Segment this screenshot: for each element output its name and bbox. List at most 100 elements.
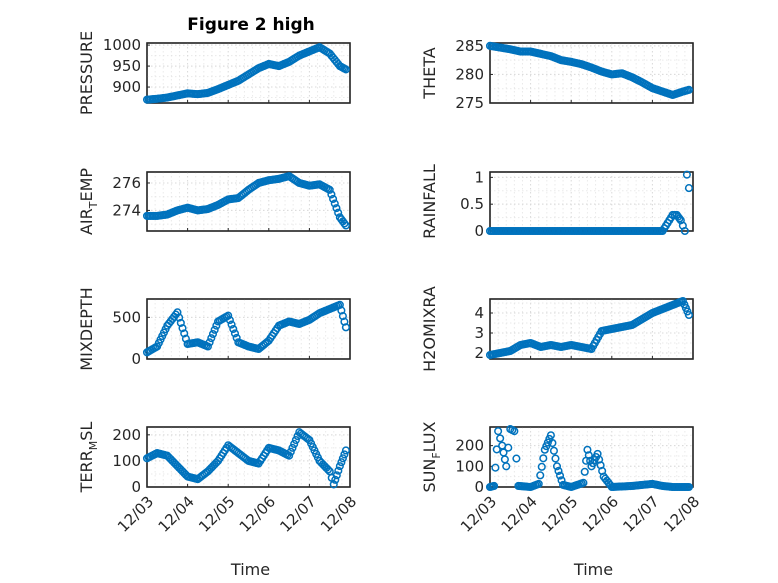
air_temp-y-label-main: AIR	[77, 208, 96, 235]
sun_flux-data-point	[580, 467, 589, 476]
terr_msl-x-tick-label: 12/03	[114, 493, 157, 536]
mixdepth-data-point	[341, 323, 350, 332]
sun_flux-x-tick-label: 12/04	[498, 493, 541, 536]
sun_flux-x-tick-label: 12/08	[660, 493, 703, 536]
sun_flux-x-tick-label: 12/05	[538, 493, 581, 536]
subplot-rainfall: 1 0.5 0 RAINFALL	[420, 164, 694, 240]
sun_flux-x-tick-label: 12/03	[457, 493, 500, 536]
h2omixra-y-axis-label: H2OMIXRA	[420, 286, 439, 372]
rainfall-data-point	[682, 170, 691, 179]
terr_msl-data-point	[290, 439, 299, 449]
air_temp-y-tick-label: 274	[112, 201, 141, 219]
h2omixra-data-point	[684, 310, 693, 320]
sun_flux-data-point	[552, 462, 562, 471]
pressure-y-axis-label: PRESSURE	[77, 31, 96, 115]
sun_flux-data-point	[579, 478, 588, 487]
sun_flux-data-point	[684, 482, 693, 492]
mixdepth-data-point	[205, 338, 214, 347]
sun_flux-data-point	[492, 445, 501, 454]
mixdepth-data-point	[178, 324, 187, 333]
terr_msl-data-point	[341, 446, 350, 455]
sun_flux-data-point	[548, 438, 557, 448]
pressure-y-tick-label: 950	[112, 57, 141, 75]
sun_flux-y-tick-label: 100	[455, 457, 484, 475]
mixdepth-data-point	[227, 320, 236, 329]
pressure-axes-frame	[146, 42, 351, 104]
figure-title: Figure 2 high	[187, 15, 315, 35]
sun_flux-data-point	[534, 479, 543, 488]
rainfall-data-point	[684, 184, 693, 193]
terr_msl-data-point	[332, 471, 341, 480]
sun_flux-data-point	[551, 454, 560, 463]
theta-y-tick-label: 285	[455, 37, 484, 55]
pressure-y-tick-label: 900	[112, 78, 141, 96]
rainfall-data-point	[675, 214, 684, 223]
sun_flux-y-tick-label: 200	[455, 437, 484, 455]
terr_msl-data-point	[337, 458, 346, 467]
terr_msl-y-label-main: TERR	[77, 450, 96, 493]
terr_msl-data-point	[335, 462, 344, 471]
theta-axes-frame	[489, 42, 694, 104]
air_temp-y-label-sub: T	[87, 201, 100, 209]
mixdepth-data-point	[207, 334, 216, 343]
air_temp-y-label-rest: EMP	[77, 168, 96, 202]
sun_flux-x-axis-label: Time	[573, 560, 613, 579]
terr_msl-x-tick-label: 12/08	[317, 493, 360, 536]
subplot-mixdepth: 500 0 MIXDEPTH	[77, 287, 351, 371]
rainfall-y-tick-label: 1	[474, 168, 484, 186]
sun_flux-x-tick-label: 12/06	[579, 493, 622, 536]
theta-data-point	[684, 85, 693, 94]
mixdepth-data-point	[175, 313, 184, 322]
air_temp-data-point	[341, 221, 350, 230]
mixdepth-data-point	[208, 329, 218, 339]
mixdepth-data-point	[176, 318, 185, 327]
sun_flux-data-point	[554, 466, 563, 476]
terr_msl-x-tick-label: 12/04	[155, 493, 198, 536]
theta-y-tick-label: 275	[455, 94, 484, 112]
air_temp-data-point	[334, 208, 343, 217]
sun_flux-axes-frame	[489, 426, 694, 488]
sun_flux-data-point	[537, 462, 546, 471]
rainfall-data-point	[680, 226, 689, 236]
terr_msl-x-tick-label: 12/05	[195, 493, 238, 536]
terr_msl-y-tick-label: 200	[112, 426, 141, 444]
h2omixra-y-tick-label: 2	[474, 344, 484, 362]
terr_msl-x-tick-label: 12/06	[236, 493, 279, 536]
air_temp-y-axis-label: AIRTEMP	[77, 168, 100, 235]
terr_msl-x-axis-label: Time	[230, 560, 270, 579]
subplot-theta: 285 280 275 THETA	[420, 37, 694, 112]
mixdepth-y-tick-label: 500	[112, 308, 141, 326]
mixdepth-data-point	[229, 324, 238, 334]
mixdepth-y-axis-label: MIXDEPTH	[77, 287, 96, 370]
subplot-h2omixra: 4 3 2 H2OMIXRA	[420, 286, 694, 372]
terr_msl-data-point	[338, 454, 347, 463]
terr_msl-y-label-rest: SL	[77, 422, 96, 441]
sun_flux-y-label-sub: F	[430, 452, 443, 458]
terr_msl-x-tick-label: 12/07	[276, 493, 319, 536]
h2omixra-y-tick-label: 4	[474, 304, 484, 322]
sun_flux-data-point	[536, 471, 545, 480]
terr_msl-data-point	[286, 447, 295, 456]
sun_flux-y-label-main: SUN	[420, 459, 439, 493]
theta-y-axis-label: THETA	[420, 47, 439, 99]
terr_msl-y-tick-label: 0	[131, 478, 141, 496]
pressure-data-point	[341, 65, 350, 74]
sun_flux-data-point	[510, 427, 519, 436]
mixdepth-data-point	[224, 311, 233, 320]
sun_flux-data-point	[583, 445, 592, 454]
sun_flux-y-label-rest: LUX	[420, 421, 439, 452]
sun_flux-data-point	[502, 462, 511, 471]
sun_flux-data-point	[584, 451, 593, 460]
air_temp-data-point	[327, 190, 336, 199]
sun_flux-y-tick-label: 0	[474, 478, 484, 496]
mixdepth-data-point	[173, 308, 182, 317]
terr_msl-data-point	[323, 465, 333, 474]
air_temp-axes-frame	[146, 171, 351, 232]
h2omixra-y-tick-label: 3	[474, 324, 484, 342]
sun_flux-data-point	[546, 431, 555, 440]
air_temp-data-point	[332, 204, 341, 213]
